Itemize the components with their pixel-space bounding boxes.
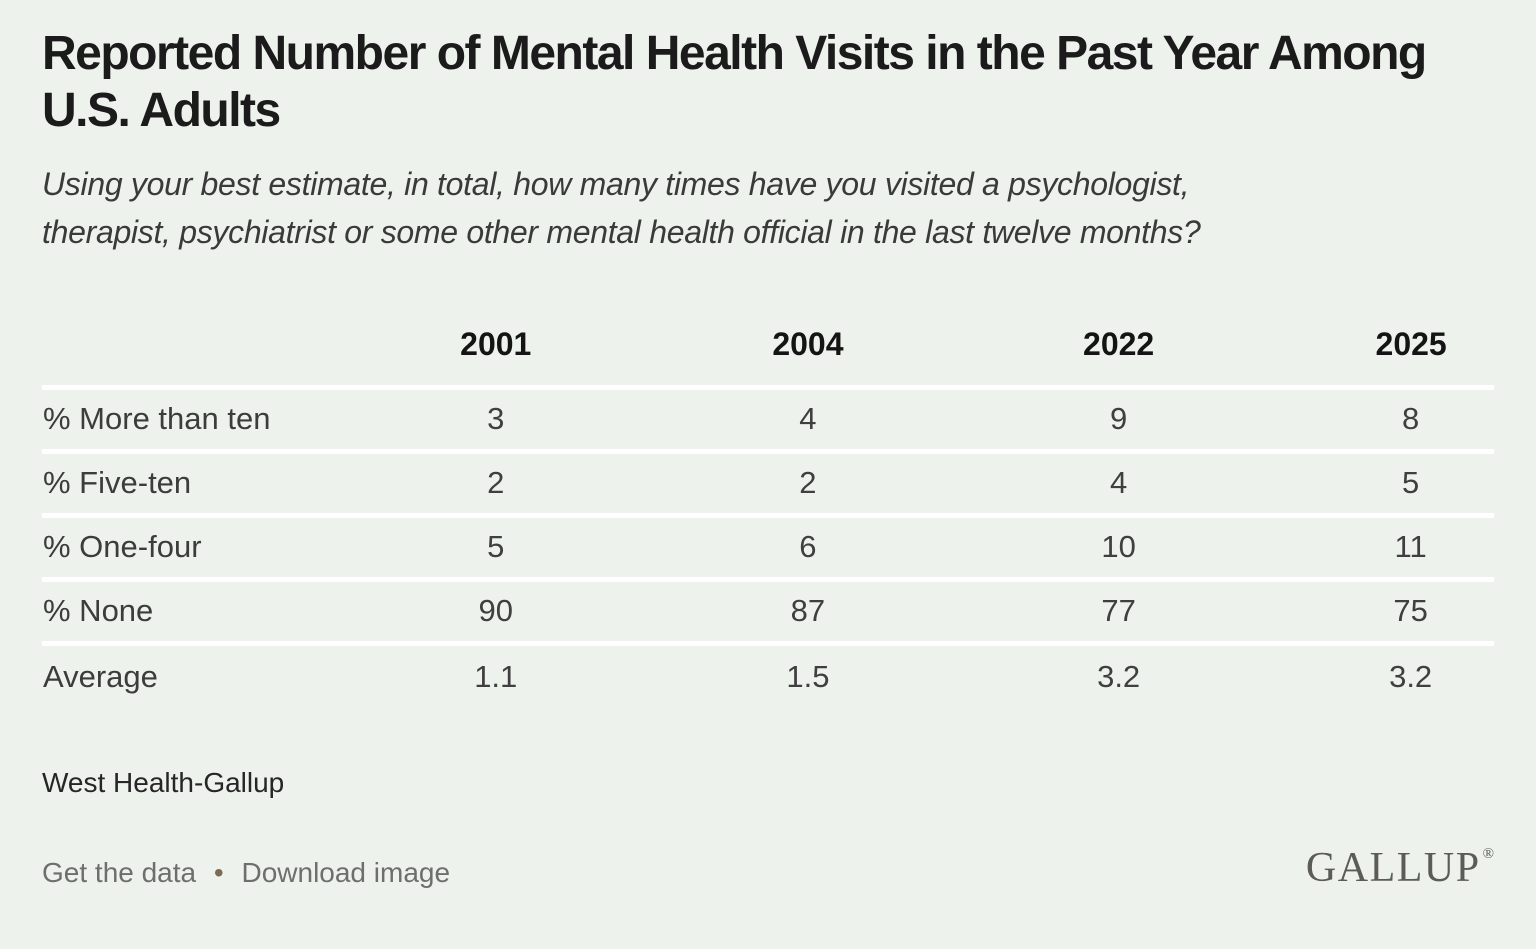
table-header-row: 2001 2004 2022 2025 xyxy=(42,326,1494,388)
value-cell: 1.5 xyxy=(651,640,964,708)
footer-links: Get the data • Download image xyxy=(42,857,450,889)
gallup-logo-text: GALLUP xyxy=(1305,845,1481,892)
table-row-one-four: % One-four 5 6 10 11 xyxy=(42,512,1494,580)
value-cell: 4 xyxy=(964,448,1274,516)
page-title: Reported Number of Mental Health Visits … xyxy=(42,27,1427,137)
value-cell: 6 xyxy=(651,512,964,580)
value-cell: 5 xyxy=(1273,448,1494,516)
row-label-column-header xyxy=(42,326,340,388)
value-cell: 75 xyxy=(1273,576,1494,644)
row-label: % One-four xyxy=(42,512,340,580)
value-cell: 3.2 xyxy=(1273,640,1494,708)
value-cell: 77 xyxy=(964,576,1274,644)
column-header-2022: 2022 xyxy=(1083,325,1155,362)
row-label: Average xyxy=(42,640,340,708)
row-label: % None xyxy=(42,576,340,644)
value-cell: 9 xyxy=(964,384,1274,452)
registered-trademark-icon: ® xyxy=(1482,846,1494,863)
row-label: % Five-ten xyxy=(42,448,340,516)
source-label: West Health-Gallup xyxy=(42,767,285,799)
table-row-average: Average 1.1 1.5 3.2 3.2 xyxy=(42,640,1494,708)
value-cell: 90 xyxy=(339,576,652,644)
download-image-link[interactable]: Download image xyxy=(241,857,451,889)
value-cell: 8 xyxy=(1273,384,1494,452)
column-header-2025: 2025 xyxy=(1375,325,1447,362)
data-table: 2001 2004 2022 2025 % More than ten 3 4 … xyxy=(42,326,1494,708)
value-cell: 10 xyxy=(964,512,1274,580)
bullet-separator: • xyxy=(213,857,224,889)
value-cell: 5 xyxy=(339,512,652,580)
value-cell: 2 xyxy=(651,448,964,516)
column-header-2004: 2004 xyxy=(772,325,844,362)
value-cell: 4 xyxy=(651,384,964,452)
value-cell: 1.1 xyxy=(339,640,652,708)
value-cell: 11 xyxy=(1273,512,1494,580)
value-cell: 3.2 xyxy=(964,640,1274,708)
table-row-five-ten: % Five-ten 2 2 4 5 xyxy=(42,448,1494,516)
get-the-data-link[interactable]: Get the data xyxy=(42,857,197,889)
value-cell: 3 xyxy=(339,384,652,452)
table-row-more-than-ten: % More than ten 3 4 9 8 xyxy=(42,384,1494,452)
table-row-none: % None 90 87 77 75 xyxy=(42,576,1494,644)
value-cell: 2 xyxy=(339,448,652,516)
chart-subtitle: Using your best estimate, in total, how … xyxy=(42,166,1201,250)
column-header-2001: 2001 xyxy=(460,325,532,362)
value-cell: 87 xyxy=(651,576,964,644)
footer-bar: Get the data • Download image GALLUP ® xyxy=(42,845,1494,892)
gallup-logo: GALLUP ® xyxy=(1305,845,1494,892)
row-label: % More than ten xyxy=(42,384,340,452)
